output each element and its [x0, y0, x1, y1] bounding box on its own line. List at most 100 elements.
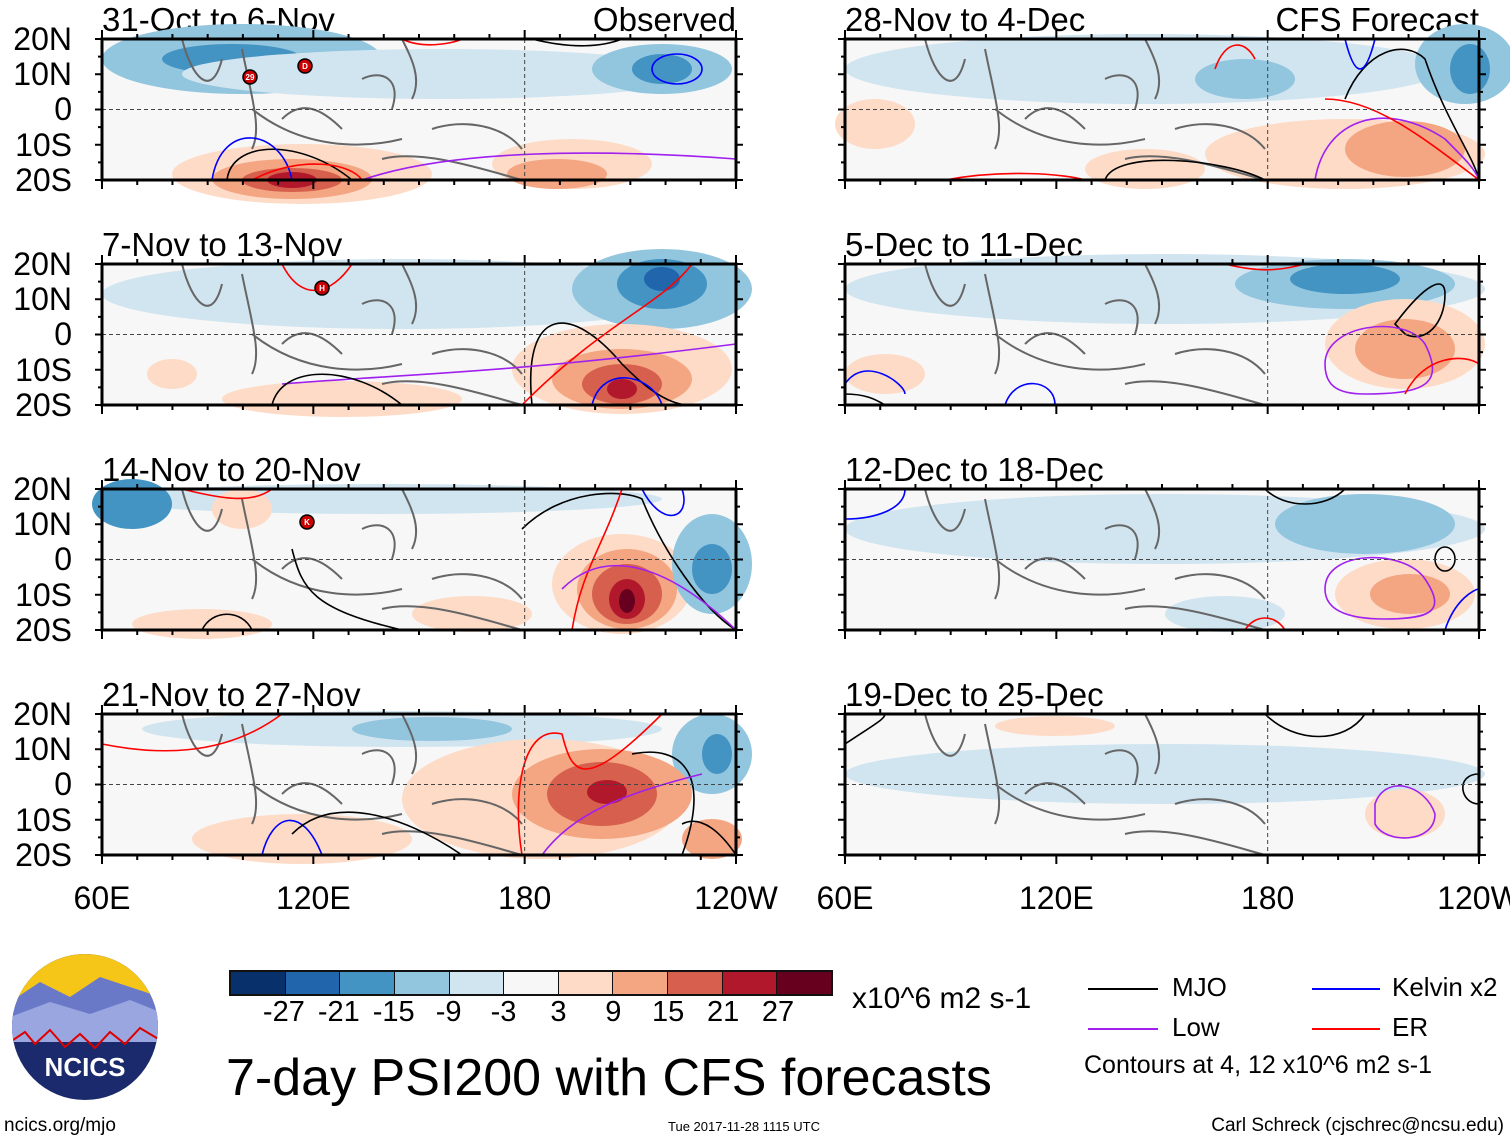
- colorbar-swatch: [668, 972, 723, 994]
- anomaly-contour: [1264, 488, 1346, 505]
- anomaly-contour: [651, 53, 703, 85]
- colorbar-tick: 21: [706, 996, 740, 1028]
- footer-author: Carl Schreck (cjschrec@ncsu.edu): [1211, 1115, 1504, 1136]
- colorbar: [229, 970, 833, 996]
- anomaly-contour: [1404, 357, 1480, 395]
- footer-url[interactable]: ncics.org/mjo: [4, 1115, 116, 1136]
- psi-shading: [587, 780, 627, 804]
- cyclone-label: H: [319, 284, 325, 293]
- lat-label: 10S: [15, 801, 72, 838]
- anomaly-contour: [1214, 44, 1256, 70]
- psi-shading: [607, 379, 637, 399]
- anomaly-contour: [201, 613, 253, 631]
- anomaly-contour: [226, 148, 353, 181]
- anomaly-contour: [1324, 98, 1480, 181]
- legend-label: Low: [1172, 1012, 1220, 1042]
- anomaly-contour: [271, 373, 403, 406]
- anomaly-contour: [1462, 773, 1480, 805]
- psi-shading: [995, 716, 1115, 736]
- lat-label: 10N: [13, 506, 72, 543]
- map-panel: 29 D: [95, 24, 743, 204]
- psi-shading: [1275, 494, 1455, 554]
- colorbar-swatch: [722, 972, 778, 994]
- lat-label: 10N: [13, 281, 72, 318]
- lon-label: 180: [497, 880, 552, 916]
- lat-label: 10N: [13, 731, 72, 768]
- lat-label: 20S: [15, 611, 72, 648]
- psi-shading: [412, 596, 532, 632]
- colorbar-units: x10^6 m2 s-1: [852, 982, 1032, 1015]
- anomaly-contour: [1104, 159, 1266, 181]
- lon-label: 120W: [694, 880, 778, 916]
- panel-title: 7-Nov to 13-Nov: [102, 226, 343, 263]
- colorbar-tick: -9: [435, 996, 462, 1028]
- tropical-cyclone-icon: D: [297, 58, 313, 74]
- psi-shading: [845, 744, 1485, 804]
- map-panel: [95, 705, 752, 864]
- colorbar-tick: -27: [262, 996, 305, 1028]
- lat-label: 20N: [13, 696, 72, 732]
- anomaly-contour: [591, 377, 663, 406]
- panel-title: 12-Dec to 18-Dec: [845, 451, 1104, 488]
- legend-label: ER: [1392, 1012, 1429, 1042]
- lat-label: 0: [54, 766, 72, 803]
- lon-label: 120W: [1437, 880, 1510, 916]
- panel-tag: Observed: [592, 1, 736, 38]
- psi-shading: [619, 589, 635, 613]
- lat-label: 0: [54, 316, 72, 353]
- cyclone-symbol: [299, 514, 315, 530]
- contour-note: Contours at 4, 12 x10^6 m2 s-1: [1084, 1051, 1433, 1079]
- psi-shading: [132, 609, 272, 639]
- psi-shading: [222, 381, 462, 417]
- svg-text:NCICS: NCICS: [45, 1052, 126, 1082]
- panel-title: 21-Nov to 27-Nov: [102, 676, 361, 713]
- anomaly-contour: [101, 713, 283, 752]
- map-panel: H: [95, 249, 752, 417]
- lat-label: 10S: [15, 351, 72, 388]
- anomaly-contour: [181, 488, 273, 500]
- anomaly-contour: [251, 163, 363, 181]
- cyclone-symbol: [314, 280, 330, 296]
- lon-label: 120E: [275, 880, 351, 916]
- cyclone-symbol: [297, 58, 313, 74]
- anomaly-contour: [521, 263, 693, 406]
- colorbar-ticks: -27 -21 -15 -9 -3 3 9 15 21 27: [229, 996, 833, 1030]
- anomaly-contour: [517, 713, 663, 856]
- lat-label: 20S: [15, 161, 72, 198]
- cyclone-label: K: [304, 518, 310, 527]
- lat-label: 20S: [15, 386, 72, 423]
- lon-label: 60E: [816, 880, 874, 916]
- lat-label: 20N: [13, 471, 72, 507]
- anomaly-contour: [261, 819, 323, 856]
- psi-shading: [845, 34, 1445, 104]
- psi-shading: [682, 819, 742, 859]
- anomaly-contour: [844, 370, 906, 395]
- psi-shading: [1165, 596, 1285, 632]
- psi-shading: [507, 159, 607, 189]
- anomaly-contour: [561, 564, 737, 631]
- anomaly-contour: [530, 322, 693, 406]
- psi-shading: [835, 99, 915, 149]
- colorbar-tick: -3: [490, 996, 517, 1028]
- psi-shading: [632, 54, 692, 84]
- psi-shading: [1365, 789, 1445, 839]
- colorbar-tick: 15: [652, 996, 685, 1028]
- lat-label: 10S: [15, 126, 72, 163]
- psi-shading: [352, 717, 512, 741]
- colorbar-tick: 9: [605, 996, 622, 1028]
- psi-shading: [1370, 574, 1450, 614]
- colorbar-tick: 3: [550, 996, 567, 1028]
- psi-shading: [92, 479, 172, 529]
- anomaly-contour: [1324, 556, 1436, 620]
- colorbar-swatch: [613, 972, 669, 994]
- colorbar-swatch: [340, 972, 395, 994]
- anomaly-contour: [291, 811, 463, 856]
- lat-label: 0: [54, 541, 72, 578]
- ncics-logo: NCICS: [12, 954, 158, 1100]
- lat-label: 20N: [13, 21, 72, 57]
- lon-label: 180: [1240, 880, 1295, 916]
- panel-title: 5-Dec to 11-Dec: [845, 226, 1083, 263]
- psi-shading: [147, 359, 197, 389]
- lat-label: 0: [54, 91, 72, 128]
- lat-label: 10S: [15, 576, 72, 613]
